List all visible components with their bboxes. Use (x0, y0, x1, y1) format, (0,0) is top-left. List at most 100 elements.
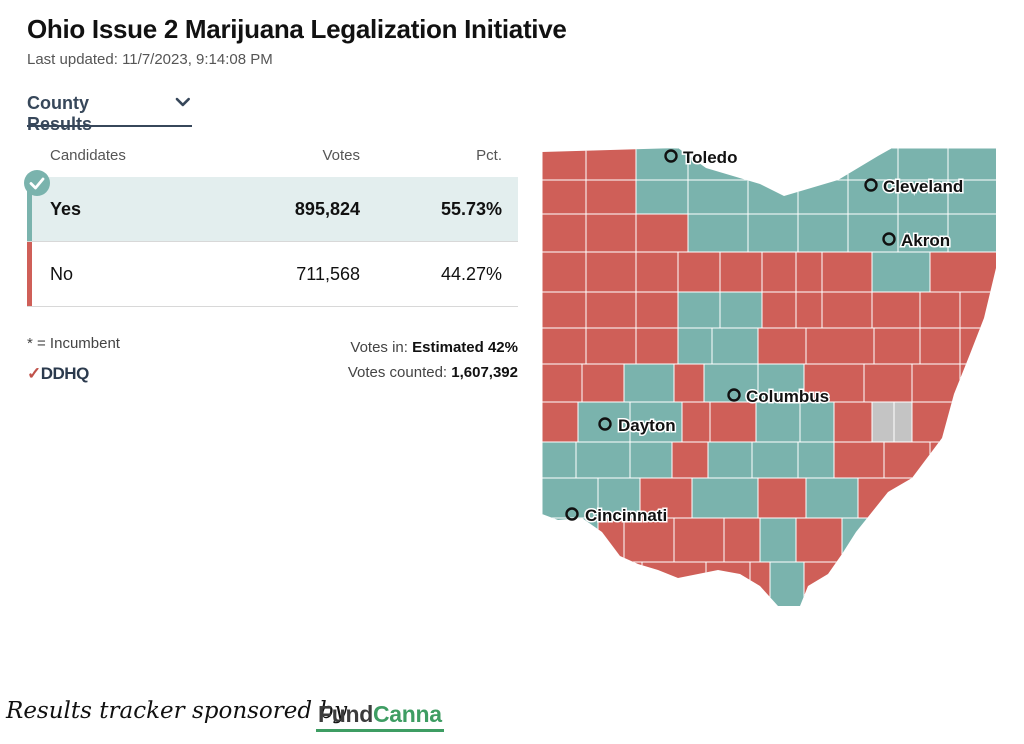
county[interactable] (749, 561, 771, 608)
county[interactable] (635, 147, 689, 181)
county[interactable] (761, 291, 797, 329)
county[interactable] (863, 363, 913, 403)
county[interactable] (919, 327, 961, 365)
county[interactable] (629, 441, 673, 479)
county[interactable] (929, 251, 1000, 293)
county[interactable] (635, 291, 679, 329)
county[interactable] (799, 401, 835, 443)
county[interactable] (797, 147, 849, 181)
county[interactable] (723, 517, 761, 563)
county[interactable] (677, 251, 721, 293)
county[interactable] (857, 477, 919, 519)
county[interactable] (581, 363, 625, 403)
county[interactable] (797, 213, 849, 253)
county[interactable] (847, 179, 899, 215)
county[interactable] (883, 441, 931, 479)
county[interactable] (641, 561, 707, 608)
county[interactable] (542, 213, 587, 253)
county[interactable] (585, 251, 637, 293)
county[interactable] (542, 179, 587, 215)
county[interactable] (841, 517, 903, 563)
county[interactable] (757, 363, 805, 403)
county[interactable] (542, 561, 643, 608)
county[interactable] (911, 401, 961, 443)
county[interactable] (542, 363, 583, 403)
county[interactable] (705, 561, 751, 608)
county[interactable] (747, 179, 799, 215)
city-marker-toledo[interactable]: Toledo (664, 147, 739, 169)
county[interactable] (871, 291, 921, 329)
county[interactable] (833, 441, 885, 479)
city-marker-dayton[interactable]: Dayton (598, 415, 677, 437)
county[interactable] (577, 401, 631, 443)
county[interactable] (671, 441, 709, 479)
county[interactable] (795, 251, 823, 293)
county[interactable] (847, 147, 899, 181)
county[interactable] (623, 363, 675, 403)
county[interactable] (911, 363, 961, 403)
county[interactable] (805, 477, 859, 519)
county[interactable] (797, 441, 835, 479)
county[interactable] (769, 561, 805, 608)
city-marker-cleveland[interactable]: Cleveland (864, 176, 965, 198)
county[interactable] (681, 401, 711, 443)
county[interactable] (597, 477, 641, 519)
county[interactable] (843, 561, 905, 608)
county[interactable] (833, 401, 873, 443)
county[interactable] (795, 517, 843, 563)
county[interactable] (821, 251, 873, 293)
county[interactable] (585, 147, 637, 181)
county[interactable] (542, 477, 599, 519)
county[interactable] (947, 147, 1000, 181)
county[interactable] (719, 291, 763, 329)
county[interactable] (542, 401, 579, 443)
county[interactable] (542, 441, 577, 479)
county[interactable] (542, 327, 587, 365)
county[interactable] (673, 363, 705, 403)
county[interactable] (897, 147, 949, 181)
county[interactable] (585, 213, 637, 253)
county[interactable] (747, 213, 799, 253)
county[interactable] (542, 291, 587, 329)
ohio-county-map[interactable]: Toledo Cleveland Akron Columbus Dayton C… (538, 108, 1000, 608)
county[interactable] (929, 441, 971, 479)
county[interactable] (707, 441, 753, 479)
county[interactable] (871, 251, 931, 293)
fundcanna-logo[interactable]: FundCanna (318, 701, 442, 728)
county[interactable] (635, 251, 679, 293)
county[interactable] (635, 179, 689, 215)
county[interactable] (677, 327, 713, 365)
county[interactable] (585, 327, 637, 365)
city-marker-columbus[interactable]: Columbus (727, 386, 831, 408)
city-marker-akron[interactable]: Akron (882, 230, 952, 252)
county[interactable] (873, 327, 921, 365)
county[interactable] (761, 251, 797, 293)
county[interactable] (757, 477, 807, 519)
county[interactable] (871, 401, 895, 443)
county[interactable] (821, 291, 873, 329)
city-marker-cincinnati[interactable]: Cincinnati (565, 505, 669, 527)
county[interactable] (959, 363, 1000, 403)
county[interactable] (585, 179, 637, 215)
county[interactable] (755, 401, 801, 443)
county[interactable] (542, 251, 587, 293)
county-results-dropdown[interactable]: County Results (27, 93, 192, 134)
county[interactable] (897, 213, 949, 253)
county[interactable] (542, 147, 587, 181)
county[interactable] (673, 517, 725, 563)
county[interactable] (691, 477, 759, 519)
county[interactable] (959, 327, 1000, 365)
county[interactable] (757, 327, 807, 365)
county[interactable] (947, 179, 1000, 215)
county[interactable] (759, 517, 797, 563)
county[interactable] (623, 517, 675, 563)
county[interactable] (575, 441, 631, 479)
county[interactable] (919, 291, 961, 329)
county[interactable] (687, 179, 749, 215)
county[interactable] (959, 291, 1000, 329)
county[interactable] (795, 291, 823, 329)
county[interactable] (677, 291, 721, 329)
county[interactable] (947, 213, 1000, 253)
county[interactable] (797, 179, 849, 215)
county[interactable] (711, 327, 759, 365)
